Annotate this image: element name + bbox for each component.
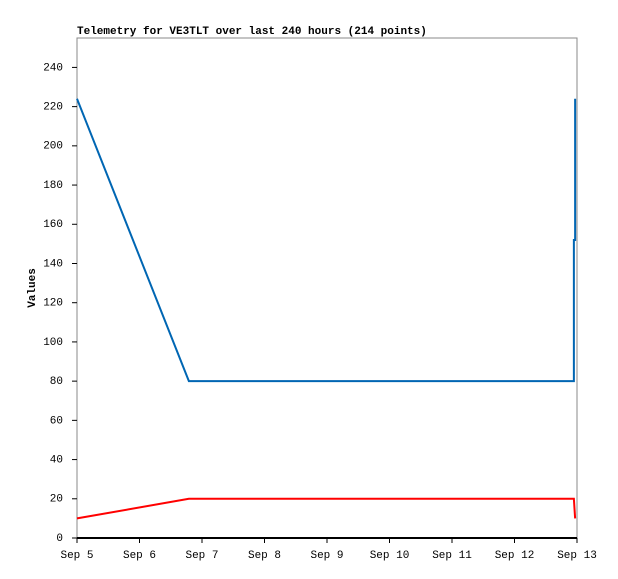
y-tick-label: 220: [43, 102, 63, 114]
y-tick-label: 160: [43, 219, 63, 231]
x-tick-label: Sep 12: [495, 550, 535, 562]
y-tick-label: 140: [43, 258, 63, 270]
x-tick-label: Sep 7: [185, 550, 218, 562]
y-tick-label: 180: [43, 180, 63, 192]
y-axis-label: Values: [27, 268, 39, 308]
y-tick-label: 20: [50, 494, 63, 506]
y-tick-label: 60: [50, 415, 63, 427]
data-line: [76, 497, 577, 520]
x-tick-label: Sep 11: [432, 550, 472, 562]
chart-title: Telemetry for VE3TLT over last 240 hours…: [77, 26, 427, 38]
x-tick-label: Sep 10: [370, 550, 410, 562]
x-tick-label: Sep 5: [60, 550, 93, 562]
y-tick-label: 80: [50, 376, 63, 388]
x-tick-label: Sep 6: [123, 550, 156, 562]
x-tick-label: Sep 9: [310, 550, 343, 562]
data-line: [76, 98, 577, 383]
y-tick-label: 240: [43, 62, 63, 74]
x-tick-label: Sep 8: [248, 550, 281, 562]
y-tick-label: 120: [43, 298, 63, 310]
y-tick-label: 0: [56, 533, 63, 545]
y-tick-label: 200: [43, 141, 63, 153]
y-tick-label: 40: [50, 454, 63, 466]
y-tick-label: 100: [43, 337, 63, 349]
x-tick-label: Sep 13: [557, 550, 597, 562]
